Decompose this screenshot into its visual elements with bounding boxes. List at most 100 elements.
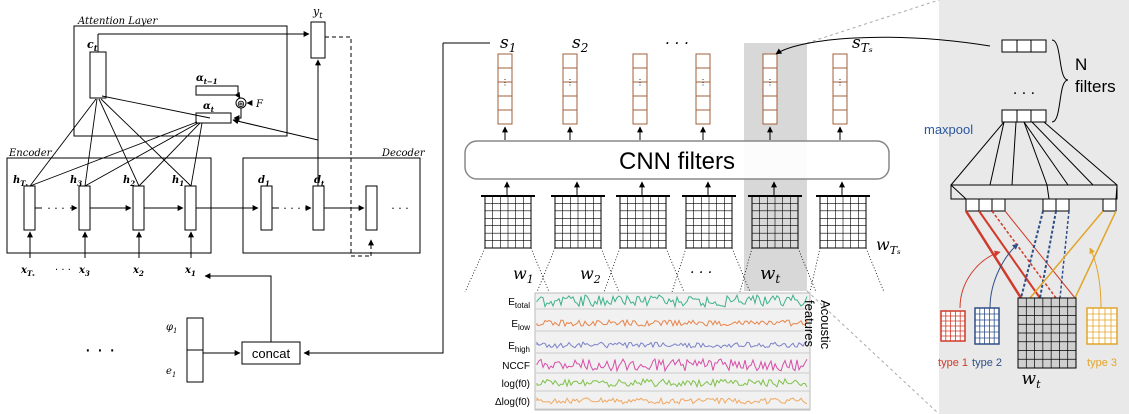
svg-text:s1: s1 <box>500 33 516 55</box>
feature-line <box>536 377 808 389</box>
decoder-box: Decoder d1 dt · · · · · · <box>242 148 426 254</box>
svg-text:φ1: φ1 <box>166 322 177 335</box>
s-vectors: ⋮ ⋮ ⋮ ⋮ ⋮ ⋮ <box>497 53 848 140</box>
attention-links <box>29 95 211 187</box>
svg-text:type 1: type 1 <box>938 357 968 369</box>
maxpool-lines <box>950 121 1118 186</box>
embedding-concat: φ1 e1 · · · concat <box>84 42 490 383</box>
window-labels: w1 w2 · · · wt wTₛ <box>513 235 901 286</box>
svg-text:· · ·: · · · <box>665 34 689 52</box>
filter-type-2: type 2 <box>972 307 1002 369</box>
svg-text:x1: x1 <box>184 265 196 278</box>
encoder-box: Encoder <box>6 148 212 254</box>
svg-text:hTₓ: hTₓ <box>13 175 28 188</box>
s-vector: ⋮ <box>762 53 778 140</box>
alpha-prev: αt−1 <box>195 73 239 96</box>
output-yt: yt <box>310 5 326 59</box>
svg-text:⋮: ⋮ <box>636 78 644 87</box>
cnn-filters-label: CNN filters <box>619 148 735 175</box>
svg-text:features: features <box>802 300 817 347</box>
filter-types: type 1 type 2 type 3 <box>938 307 1118 369</box>
svg-text:⋮: ⋮ <box>566 78 574 87</box>
svg-text:e1: e1 <box>166 366 176 379</box>
svg-text:x3: x3 <box>78 265 90 278</box>
svg-text:w2: w2 <box>580 264 601 286</box>
window-grid <box>671 181 751 293</box>
decoder-cell-next <box>365 185 378 231</box>
feature-name: NCCF <box>502 361 530 372</box>
svg-text:h3: h3 <box>70 175 82 188</box>
feature-line <box>536 318 808 328</box>
svg-text:· · ·: · · · <box>391 202 408 215</box>
svg-text:wTₛ: wTₛ <box>876 235 901 257</box>
svg-text:Acoustic: Acoustic <box>818 300 833 350</box>
attention-layer-box: Attention Layer <box>73 16 288 137</box>
feature-name: log(f0) <box>502 379 530 390</box>
svg-text:N: N <box>1075 55 1087 74</box>
svg-text:⊛: ⊛ <box>237 99 245 110</box>
F-label: F <box>255 99 264 110</box>
svg-text:αt−1: αt−1 <box>196 73 218 86</box>
svg-text:⋮: ⋮ <box>699 78 707 87</box>
svg-text:· · ·: · · · <box>55 265 71 276</box>
svg-text:· · ·: · · · <box>1013 86 1035 102</box>
svg-text:type 3: type 3 <box>1087 357 1117 369</box>
svg-text:· · ·: · · · <box>690 265 712 281</box>
cnn-filters-box: CNN filters <box>464 140 890 180</box>
encoder-cell-h3 <box>78 185 91 231</box>
filter-type-3: type 3 <box>1086 307 1118 369</box>
window-grid <box>809 181 885 293</box>
maxpool-label: maxpool <box>924 122 973 137</box>
svg-text:⋮: ⋮ <box>766 78 774 87</box>
input-sequence: xTₓ · · · x3 x2 x1 <box>20 231 196 278</box>
s-vector: ⋮ <box>695 53 711 140</box>
svg-text:xTₓ: xTₓ <box>20 265 35 278</box>
s-vector: ⋮ <box>562 53 578 140</box>
window-grids <box>464 181 885 293</box>
svg-text:Encoder: Encoder <box>8 148 53 159</box>
feature-line <box>536 357 808 373</box>
svg-text:x2: x2 <box>132 265 144 278</box>
window-grid <box>536 181 620 293</box>
encoder-cell-hTx <box>23 185 36 231</box>
svg-text:wt: wt <box>760 263 780 286</box>
conv-operator: ⊛ F <box>233 91 264 121</box>
context-vector-ct: ct <box>87 38 107 99</box>
feature-name: Elow <box>511 319 530 332</box>
svg-text:ct: ct <box>87 38 98 53</box>
svg-text:· · ·: · · · <box>47 202 64 215</box>
encoder-cell-h2 <box>132 185 145 231</box>
acoustic-features: Etotal Elow Ehigh NCCF log(f0) Δlog(f0) Acous… <box>495 292 833 411</box>
decoder-cell-d1 <box>260 185 273 231</box>
svg-text:⋮: ⋮ <box>501 78 509 87</box>
pooled-region <box>950 184 1118 212</box>
s-vector: ⋮ <box>832 53 848 140</box>
wt-label: wt <box>1022 369 1042 391</box>
svg-text:yt: yt <box>312 5 323 20</box>
s-vector: ⋮ <box>497 53 513 140</box>
filter-type-1: type 1 <box>938 310 968 369</box>
ellipsis-big: · · · <box>84 339 115 361</box>
concat-label: concat <box>252 346 291 361</box>
svg-text:d1: d1 <box>258 175 270 188</box>
svg-text:filters: filters <box>1075 77 1116 96</box>
svg-text:· · ·: · · · <box>283 202 300 215</box>
s-vector: ⋮ <box>632 53 648 140</box>
window-grid <box>464 181 550 293</box>
feature-name: Ehigh <box>508 341 530 354</box>
encoder-cells: hTₓ h3 h2 h1 · · · <box>13 175 259 231</box>
svg-text:dt: dt <box>314 175 325 188</box>
svg-text:h2: h2 <box>123 175 135 188</box>
svg-text:sTₛ: sTₛ <box>852 33 873 55</box>
svg-text:αt: αt <box>203 101 215 114</box>
feature-name: Etotal <box>508 297 530 310</box>
encoder-cell-h1 <box>184 185 197 231</box>
feature-line <box>536 396 808 405</box>
window-grid <box>739 181 817 293</box>
feature-line <box>536 341 808 350</box>
svg-text:s2: s2 <box>572 33 588 55</box>
alpha-t: αt <box>195 101 232 124</box>
svg-text:⋮: ⋮ <box>836 78 844 87</box>
svg-text:h1: h1 <box>172 175 184 188</box>
